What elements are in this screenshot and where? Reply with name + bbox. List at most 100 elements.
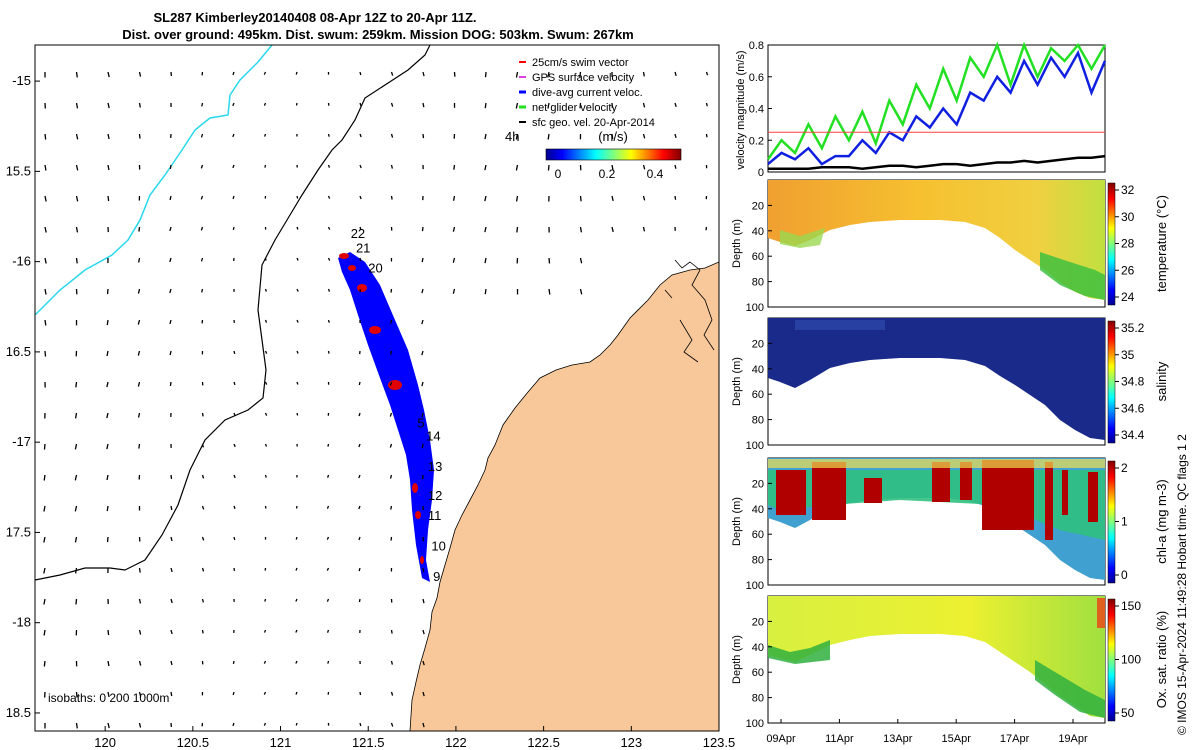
section-ylabel: Depth (m) bbox=[731, 635, 743, 684]
current-vector bbox=[579, 257, 583, 264]
colorbar-tick-label: 26 bbox=[1121, 263, 1135, 277]
current-vector bbox=[201, 536, 205, 541]
depth-tick-label: 100 bbox=[746, 718, 764, 730]
current-vector bbox=[295, 722, 298, 726]
chlorophyll-high-patches bbox=[776, 460, 1098, 540]
oxygen-deep-green bbox=[768, 640, 1105, 718]
current-vector bbox=[579, 226, 583, 233]
oxygen-section bbox=[768, 596, 1105, 718]
map-axis-ticks: 120 120.5 121 121.5 122 122.5 123 123.5-1515.5-… bbox=[6, 73, 736, 750]
depth-tick-label: 20 bbox=[752, 616, 764, 628]
colorbar-tick-label: 34.6 bbox=[1121, 401, 1145, 415]
current-vector bbox=[201, 288, 204, 293]
current-vector bbox=[421, 257, 424, 263]
map-x-tick-label: 121.5 bbox=[352, 735, 385, 750]
current-vector bbox=[547, 164, 550, 171]
depth-tick-label: 80 bbox=[752, 415, 764, 427]
track-day-label: 20 bbox=[368, 260, 382, 275]
current-vector bbox=[515, 195, 519, 202]
current-vector bbox=[170, 536, 173, 542]
section-axes: 20 40 60 80 100 Depth (m) 20 40 60 80 100 Depth (m)… bbox=[731, 200, 1088, 745]
current-vector bbox=[358, 505, 361, 510]
current-vector bbox=[390, 722, 394, 727]
island-fringe bbox=[664, 259, 715, 363]
current-vector bbox=[75, 722, 78, 729]
colorbar-unit-label: (m/s) bbox=[598, 129, 628, 144]
depth-tick-label: 40 bbox=[752, 642, 764, 654]
current-vector bbox=[359, 257, 362, 262]
current-vector bbox=[107, 195, 110, 202]
current-vector bbox=[138, 133, 141, 139]
current-vector bbox=[170, 598, 173, 604]
colorbar-tick-label: 1 bbox=[1121, 515, 1128, 529]
current-vector bbox=[295, 660, 298, 664]
current-vector bbox=[359, 691, 362, 696]
current-vector bbox=[326, 567, 330, 571]
current-vector bbox=[75, 133, 79, 140]
current-vector bbox=[264, 288, 267, 292]
current-vector bbox=[611, 164, 614, 171]
current-vector bbox=[453, 164, 456, 170]
current-vector bbox=[642, 164, 646, 170]
current-vector bbox=[201, 629, 204, 634]
track-day-label: 11 bbox=[428, 508, 442, 523]
current-vector bbox=[233, 381, 236, 386]
current-vector bbox=[138, 71, 142, 77]
section-ylabel: Depth (m) bbox=[731, 497, 743, 546]
section-colorbar-label: chl-a (mg m-3) bbox=[1154, 479, 1169, 564]
current-vector bbox=[390, 164, 394, 169]
current-vector bbox=[75, 598, 78, 605]
current-vector bbox=[674, 71, 677, 76]
velocity-y-tick-label: 0.4 bbox=[749, 104, 764, 116]
map-x-tick-label: 122 bbox=[445, 735, 467, 750]
legend-label: 25cm/s swim vector bbox=[532, 57, 629, 69]
current-vector bbox=[137, 381, 141, 387]
legend-item-dive-avg: dive-avg current veloc. bbox=[519, 87, 643, 99]
current-vector bbox=[296, 226, 299, 230]
current-vector bbox=[232, 660, 235, 665]
current-vector bbox=[516, 226, 519, 233]
current-vector bbox=[452, 288, 456, 294]
colorbar-tick-label: 150 bbox=[1121, 599, 1141, 613]
depth-tick-label: 60 bbox=[752, 389, 764, 401]
current-vector bbox=[201, 567, 205, 572]
current-vector bbox=[421, 412, 424, 418]
current-vector bbox=[327, 443, 330, 447]
track-day-label: 13 bbox=[428, 459, 442, 474]
map-y-tick-label: 15.5 bbox=[6, 163, 31, 178]
current-vector bbox=[232, 195, 235, 200]
isobath-cyan bbox=[35, 45, 273, 316]
current-vector bbox=[484, 257, 487, 264]
current-vector bbox=[358, 443, 361, 448]
current-vector bbox=[484, 226, 487, 233]
current-vector bbox=[169, 381, 172, 387]
current-vector bbox=[200, 133, 204, 138]
current-vector bbox=[200, 226, 204, 231]
colorbar-side-label: 4h bbox=[505, 129, 519, 144]
current-vector bbox=[43, 567, 46, 574]
current-vector bbox=[138, 691, 142, 697]
current-vector bbox=[170, 691, 173, 697]
current-vector bbox=[579, 71, 582, 78]
colorbar-tick-label: 100 bbox=[1121, 653, 1141, 667]
current-vector bbox=[106, 505, 109, 512]
current-vector bbox=[548, 288, 551, 295]
current-vector bbox=[674, 164, 677, 169]
current-vector bbox=[295, 598, 298, 602]
map-y-tick-label: -17 bbox=[12, 434, 31, 449]
velocity-panel: 0 0.2 0.4 0.6 0.8 velocity magnitude (m/s) bbox=[735, 40, 1107, 179]
map-colorbar: 4h (m/s) 0 0.2 0.4 bbox=[505, 129, 682, 181]
salinity-panel bbox=[767, 317, 1106, 446]
current-vector bbox=[327, 257, 331, 261]
current-vector bbox=[232, 133, 235, 138]
current-vector bbox=[107, 133, 110, 140]
current-vector bbox=[264, 381, 268, 385]
current-vector bbox=[422, 567, 425, 573]
current-vector bbox=[452, 226, 456, 232]
current-vector bbox=[137, 412, 141, 418]
current-vector bbox=[390, 195, 393, 200]
colorbar-tick: 0 bbox=[555, 167, 562, 181]
current-vector bbox=[484, 164, 487, 171]
depth-tick-label: 20 bbox=[752, 338, 764, 350]
